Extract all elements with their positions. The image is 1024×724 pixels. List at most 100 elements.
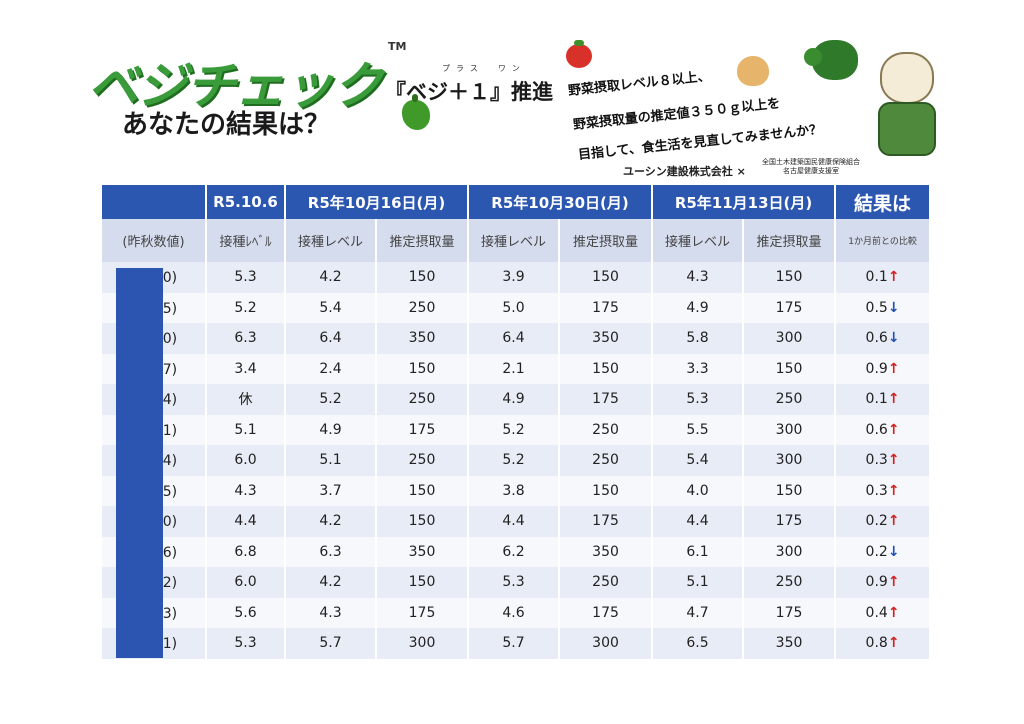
value-cell: 175 [559, 292, 654, 323]
sponsor-org-line: 名古屋健康支援室 [783, 167, 839, 175]
value-cell: 5.1 [652, 567, 745, 598]
value-cell: 175 [743, 597, 837, 628]
value-cell: 4.4 [206, 506, 286, 537]
value-cell: 175 [559, 384, 654, 415]
value-cell: 5.0 [468, 292, 561, 323]
value-cell: 5.4 [652, 445, 745, 476]
sub-header-row: (昨秋数値) 接種ﾚﾍﾞﾙ 接種レベル 推定摂取量 接種レベル 推定摂取量 接種… [102, 219, 932, 262]
value-cell: 300 [376, 628, 470, 659]
comparison-cell: 0.3↑ [835, 475, 932, 506]
ruby-text: プラス ワン [442, 64, 526, 73]
value-cell: 5.2 [468, 445, 561, 476]
comparison-cell: 0.6↑ [835, 414, 932, 445]
value-cell: 4.0 [652, 475, 745, 506]
value-cell: 4.9 [652, 292, 745, 323]
value-cell: 4.2 [285, 567, 377, 598]
arrow-up-icon: ↑ [887, 635, 900, 652]
value-cell: 4.9 [468, 384, 561, 415]
value-cell: 150 [559, 353, 654, 384]
value-cell: 4.3 [652, 262, 745, 293]
value-cell: 5.3 [206, 262, 286, 293]
value-cell: 175 [559, 597, 654, 628]
value-cell: 6.5 [652, 628, 745, 659]
redaction-block [116, 268, 163, 658]
value-cell: 6.8 [206, 536, 286, 567]
value-cell: 300 [743, 323, 837, 354]
value-cell: 5.3 [652, 384, 745, 415]
promo-title: 『ベジ＋１』推進 [385, 80, 553, 104]
value-cell: 3.9 [468, 262, 561, 293]
sub-header: 推定摂取量 [376, 219, 470, 262]
value-cell: 4.2 [285, 262, 377, 293]
value-cell: 4.2 [285, 506, 377, 537]
value-cell: 175 [559, 506, 654, 537]
value-cell: 4.4 [652, 506, 745, 537]
comparison-cell: 0.8↑ [835, 628, 932, 659]
value-cell: 4.4 [468, 506, 561, 537]
value-cell: 5.7 [285, 628, 377, 659]
value-cell: 5.2 [285, 384, 377, 415]
comparison-cell: 0.4↑ [835, 597, 932, 628]
banner-line-1: 野菜摂取レベル８以上、 [567, 69, 712, 99]
value-cell: 150 [376, 353, 470, 384]
group-header: R5年11月13日(月) [652, 185, 837, 219]
group-header: 結果は [835, 185, 932, 219]
value-cell: 250 [743, 384, 837, 415]
arrow-up-icon: ↑ [887, 269, 900, 286]
sponsor-org-line: 全国土木建築国民健康保険組合 [762, 158, 860, 166]
comparison-cell: 0.1↑ [835, 384, 932, 415]
comparison-cell: 0.6↓ [835, 323, 932, 354]
value-cell: 6.4 [468, 323, 561, 354]
value-cell: 2.4 [285, 353, 377, 384]
group-header: R5年10月30日(月) [468, 185, 654, 219]
comparison-value: 0.8 [865, 635, 888, 652]
value-cell: 350 [743, 628, 837, 659]
broccoli-illustration [804, 40, 858, 80]
sub-header: 接種レベル [468, 219, 561, 262]
value-cell: 350 [376, 536, 470, 567]
value-cell: 6.2 [468, 536, 561, 567]
sub-header: 接種レベル [285, 219, 377, 262]
value-cell: 4.6 [468, 597, 561, 628]
value-cell: 150 [559, 475, 654, 506]
value-cell: 350 [559, 536, 654, 567]
value-cell: 5.2 [468, 414, 561, 445]
value-cell: 150 [743, 475, 837, 506]
trademark: TM [388, 40, 407, 53]
value-cell: 4.7 [652, 597, 745, 628]
value-cell: 150 [743, 262, 837, 293]
arrow-up-icon: ↑ [887, 574, 900, 591]
value-cell: 3.3 [652, 353, 745, 384]
comparison-value: 0.3 [865, 452, 888, 469]
value-cell: 175 [376, 597, 470, 628]
sheep-body [878, 102, 936, 156]
value-cell: 300 [743, 536, 837, 567]
sponsor-company: ユーシン建設株式会社 × [623, 165, 746, 178]
value-cell: 150 [376, 567, 470, 598]
value-cell: 4.9 [285, 414, 377, 445]
comparison-value: 0.9 [865, 574, 888, 591]
value-cell: 3.8 [468, 475, 561, 506]
value-cell: 250 [376, 292, 470, 323]
arrow-down-icon: ↓ [887, 543, 900, 560]
value-cell: 350 [559, 323, 654, 354]
arrow-up-icon: ↑ [887, 360, 900, 377]
value-cell: 250 [559, 414, 654, 445]
value-cell: 5.2 [206, 292, 286, 323]
value-cell: 6.1 [652, 536, 745, 567]
sub-header: 推定摂取量 [559, 219, 654, 262]
comparison-value: 0.2 [865, 543, 888, 560]
onion-illustration [737, 56, 769, 86]
group-header: R5.10.6 [206, 185, 286, 219]
comparison-cell: 0.9↑ [835, 567, 932, 598]
comparison-value: 0.3 [865, 482, 888, 499]
value-cell: 175 [743, 292, 837, 323]
